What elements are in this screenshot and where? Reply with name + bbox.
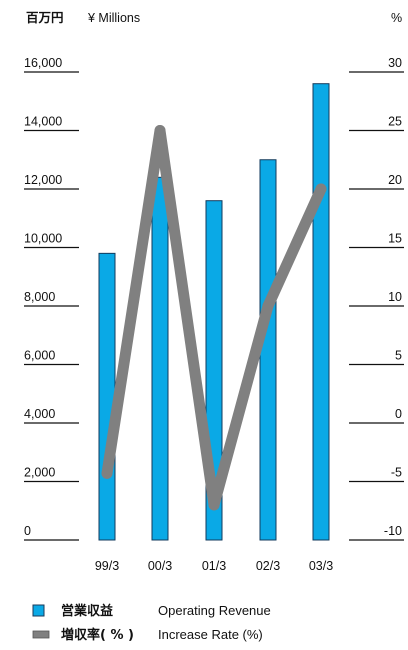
right-axis: -10 -5 0 5 10 15 20 25 30 [349,56,404,541]
x-tick-label: 03/3 [309,559,333,573]
left-tick-label: 14,000 [24,115,62,129]
revenue-bar [259,159,277,541]
legend-bar-swatch [32,604,45,617]
x-axis-labels: 99/3 00/3 01/3 02/3 03/3 [95,559,333,573]
left-axis: 0 2,000 4,000 6,000 8,000 10,000 12,000 14,000 1… [24,56,79,541]
right-tick-label: 0 [395,407,402,421]
legend-line-label-en: Increase Rate (%) [158,627,263,642]
right-tick-label: 10 [388,290,402,304]
right-tick-label: -10 [384,524,402,538]
left-tick-label: 16,000 [24,56,62,70]
revenue-bar [151,176,169,541]
increase-rate-point [262,300,274,312]
legend-bar-label-en: Operating Revenue [158,603,271,618]
right-tick-label: -5 [391,466,402,480]
increase-rate-point [101,467,113,479]
right-unit-label: % [391,11,402,25]
increase-rate-point [208,499,220,511]
left-tick-label: 6,000 [24,349,55,363]
left-tick-label: 12,000 [24,173,62,187]
legend-line-swatch [32,630,50,639]
left-tick-label: 4,000 [24,407,55,421]
left-tick-label: 10,000 [24,232,62,246]
left-tick-label: 2,000 [24,466,55,480]
x-tick-label: 00/3 [148,559,172,573]
legend-line-label-jp: 増収率( % ) [61,627,134,643]
right-tick-label: 25 [388,115,402,129]
revenue-bar [98,252,116,541]
x-tick-label: 02/3 [256,559,280,573]
left-unit-label-jp: 百万円 [26,10,64,25]
increase-rate-point [154,125,166,136]
right-tick-label: 15 [388,232,402,246]
line-series [101,125,327,511]
left-tick-label: 8,000 [24,290,55,304]
revenue-bar [312,83,330,541]
left-unit-label-en: ¥ Millions [87,11,140,25]
legend-bar-label-jp: 営業収益 [61,603,113,619]
legend: 営業収益 Operating Revenue 増収率( % ) Increase… [32,603,271,643]
right-tick-label: 30 [388,56,402,70]
x-tick-label: 99/3 [95,559,119,573]
x-tick-label: 01/3 [202,559,226,573]
increase-rate-point [315,183,327,195]
left-tick-label: 0 [24,524,31,538]
right-tick-label: 20 [388,173,402,187]
right-tick-label: 5 [395,349,402,363]
